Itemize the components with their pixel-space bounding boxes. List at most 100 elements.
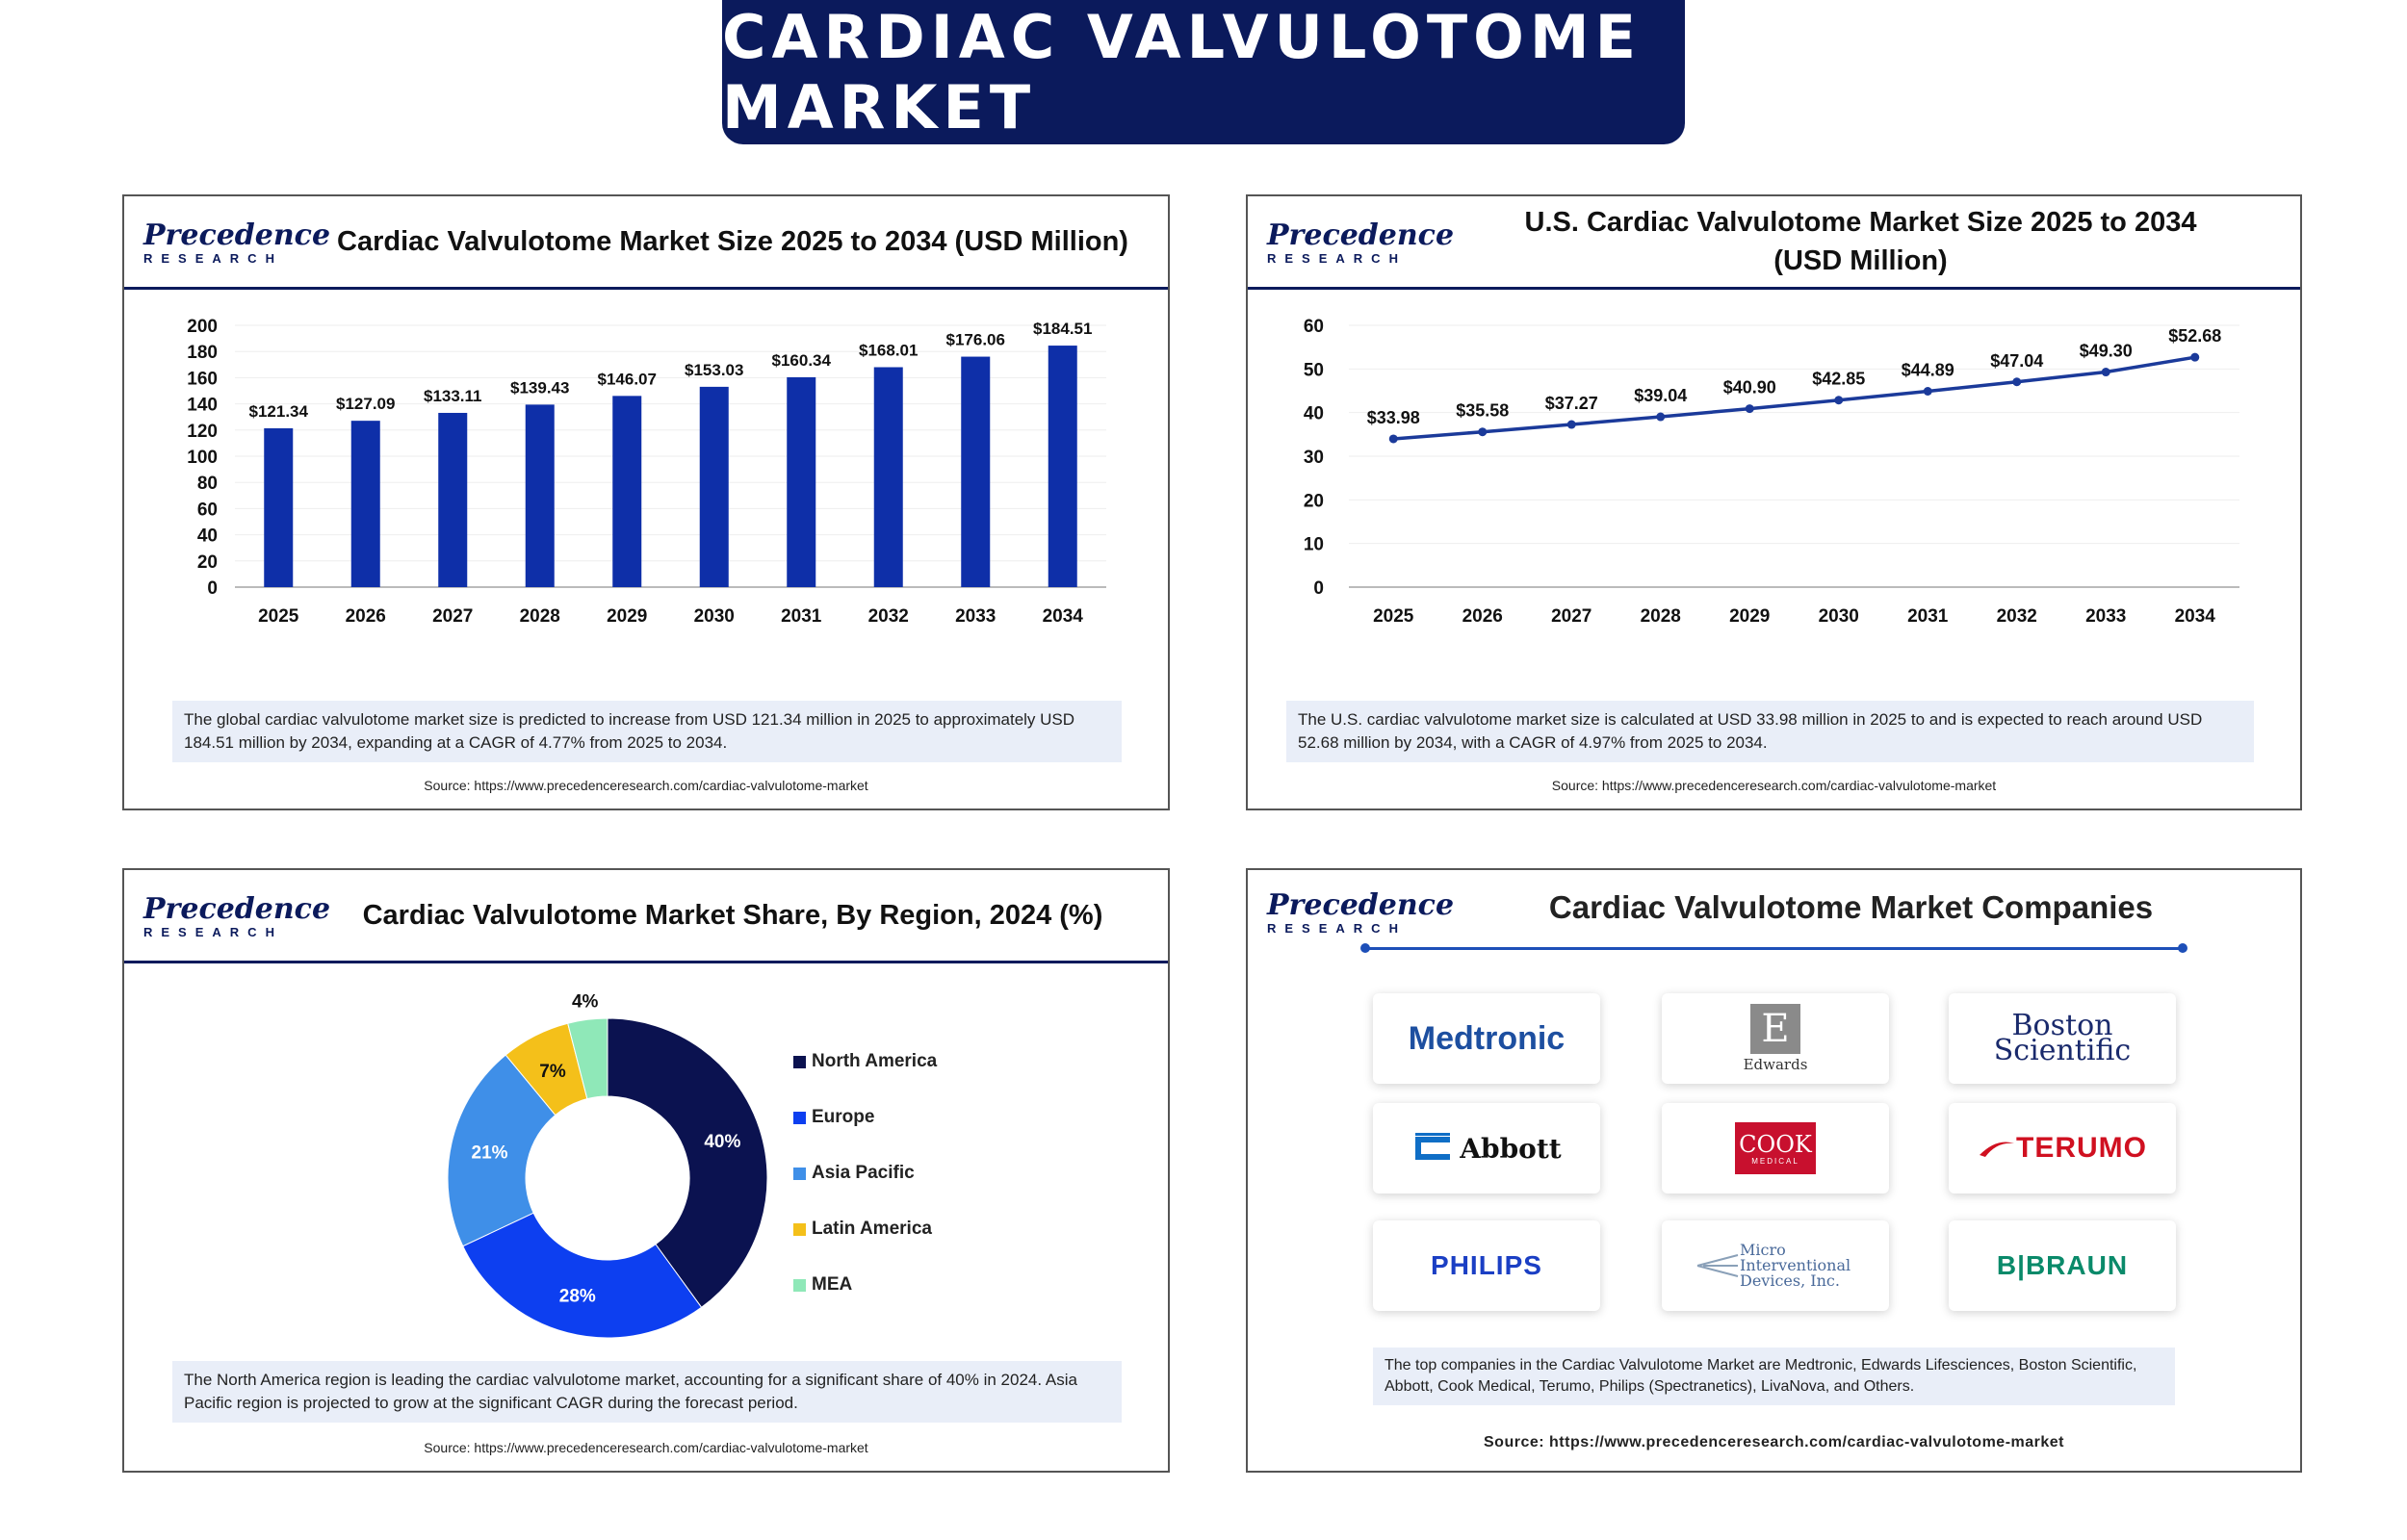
micro-interventional-icon xyxy=(1696,1254,1739,1277)
data-label: $176.06 xyxy=(946,331,1005,349)
y-tick-label: 50 xyxy=(1304,360,1324,380)
donut-slice xyxy=(447,1054,556,1247)
bar xyxy=(873,367,903,587)
slice-label: 21% xyxy=(472,1143,508,1164)
company-card-boston-scientific: Boston Scientific xyxy=(1949,993,2176,1084)
us-size-panel: Precedence RESEARCH U.S. Cardiac Valvulo… xyxy=(1246,194,2302,810)
logo-wordmark: Precedence xyxy=(1267,888,1455,922)
data-point xyxy=(2190,352,2200,362)
x-tick-label: 2033 xyxy=(2085,606,2126,627)
company-card-cook: COOK MEDICAL xyxy=(1662,1103,1889,1194)
micro-interventional-logo: Micro Interventional Devices, Inc. xyxy=(1740,1241,1851,1290)
legend-item: MEA xyxy=(793,1257,937,1313)
philips-logo: PHILIPS xyxy=(1431,1250,1542,1280)
y-tick-label: 100 xyxy=(187,448,218,468)
slice-label: 40% xyxy=(704,1132,740,1152)
y-tick-label: 0 xyxy=(207,578,218,599)
logo-subtext: RESEARCH xyxy=(1267,921,1407,936)
x-tick-label: 2034 xyxy=(2175,606,2216,627)
data-label: $40.90 xyxy=(1723,378,1776,398)
us-size-line-chart: 0102030405060$33.982025$35.582026$37.272… xyxy=(1304,317,2239,627)
company-card-abbott: Abbott xyxy=(1373,1103,1600,1194)
data-label: $47.04 xyxy=(1990,351,2043,371)
legend-swatch xyxy=(793,1055,806,1068)
data-point xyxy=(1478,427,1488,437)
boston-scientific-logo: Boston Scientific xyxy=(1993,1009,2132,1067)
data-point xyxy=(2101,368,2110,377)
slice-label: 7% xyxy=(539,1062,566,1082)
bar xyxy=(264,427,294,587)
data-label: $184.51 xyxy=(1033,320,1092,338)
legend-item: North America xyxy=(793,1034,937,1090)
data-point xyxy=(1834,396,1844,405)
y-tick-label: 160 xyxy=(187,369,218,389)
edwards-emblem: E xyxy=(1750,1004,1800,1054)
company-card-medtronic: Medtronic xyxy=(1373,993,1600,1084)
x-tick-label: 2032 xyxy=(1997,606,2037,627)
y-tick-label: 40 xyxy=(1304,404,1324,424)
data-label: $52.68 xyxy=(2168,326,2221,346)
panel-header: Precedence RESEARCH Cardiac Valvulotome … xyxy=(124,196,1168,290)
x-tick-label: 2027 xyxy=(1551,606,1592,627)
market-size-note: The global cardiac valvulotome market si… xyxy=(172,701,1122,762)
market-size-bar-chart: 0 20 40 60 80 100 120 140 160 180 200 $121.34 2025 $1… xyxy=(187,317,1106,627)
x-tick-label: 2029 xyxy=(1729,606,1770,627)
y-tick-label: 10 xyxy=(1304,535,1324,555)
abbott-logo: Abbott xyxy=(1460,1132,1562,1165)
terumo-logo: TERUMO xyxy=(2016,1132,2147,1164)
us-size-title-line1: U.S. Cardiac Valvulotome Market Size 202… xyxy=(1524,207,2197,238)
medtronic-logo: Medtronic xyxy=(1408,1019,1566,1057)
legend-label: Latin America xyxy=(812,1219,932,1239)
donut-slice xyxy=(607,1017,768,1308)
legend-label: Europe xyxy=(812,1107,875,1127)
y-tick-label: 30 xyxy=(1304,448,1324,468)
companies-title: Cardiac Valvulotome Market Companies xyxy=(1548,889,2154,925)
y-tick-label: 200 xyxy=(187,317,218,337)
legend-swatch xyxy=(793,1222,806,1236)
y-tick-label: 20 xyxy=(1304,491,1324,511)
page-banner: CARDIAC VALVULOTOME MARKET xyxy=(722,0,1685,144)
bar xyxy=(525,404,555,587)
data-label: $121.34 xyxy=(249,402,309,421)
x-tick-label: 2034 xyxy=(1043,606,1084,627)
data-point xyxy=(1388,434,1398,444)
panel-header: Precedence RESEARCH Cardiac Valvulotome … xyxy=(124,870,1168,963)
cook-subtext: MEDICAL xyxy=(1751,1156,1799,1166)
legend-item: Europe xyxy=(793,1090,937,1145)
x-tick-label: 2028 xyxy=(1641,606,1681,627)
slice-label: 28% xyxy=(559,1287,596,1307)
companies-note: The top companies in the Cardiac Valvulo… xyxy=(1373,1348,2175,1405)
y-tick-label: 0 xyxy=(1313,578,1324,599)
y-tick-label: 60 xyxy=(1304,317,1324,337)
x-tick-label: 2025 xyxy=(1373,606,1414,627)
companies-source: Source: https://www.precedenceresearch.c… xyxy=(1484,1434,2064,1450)
company-card-terumo: TERUMO xyxy=(1949,1103,2176,1194)
companies-divider xyxy=(1360,943,2187,953)
y-tick-label: 20 xyxy=(197,552,218,573)
x-tick-label: 2029 xyxy=(607,606,647,627)
series-line xyxy=(1393,355,2196,441)
data-label: $139.43 xyxy=(510,378,569,397)
data-point xyxy=(2012,377,2022,387)
legend-item: Asia Pacific xyxy=(793,1145,937,1201)
bar xyxy=(699,386,729,587)
logo-wordmark: Precedence xyxy=(143,892,331,926)
bar xyxy=(438,412,468,587)
abbott-icon xyxy=(1415,1133,1451,1160)
data-label: $42.85 xyxy=(1812,370,1865,389)
divider-dot xyxy=(1360,943,1370,953)
cook-logo: COOK MEDICAL xyxy=(1735,1122,1816,1174)
data-label: $35.58 xyxy=(1456,401,1509,421)
company-card-bbraun: B|BRAUN xyxy=(1949,1220,2176,1311)
donut-slice xyxy=(462,1212,703,1339)
terumo-swoosh-icon xyxy=(1980,1142,2014,1157)
y-tick-label: 180 xyxy=(187,343,218,363)
y-tick-label: 40 xyxy=(197,526,218,547)
precedence-logo: Precedence RESEARCH xyxy=(1267,888,1455,939)
logo-wordmark: Precedence xyxy=(143,218,331,252)
y-tick-label: 140 xyxy=(187,396,218,416)
y-tick-label: 120 xyxy=(187,422,218,442)
divider-dot xyxy=(2178,943,2187,953)
logo-subtext: RESEARCH xyxy=(143,925,283,939)
data-point xyxy=(1745,404,1754,414)
